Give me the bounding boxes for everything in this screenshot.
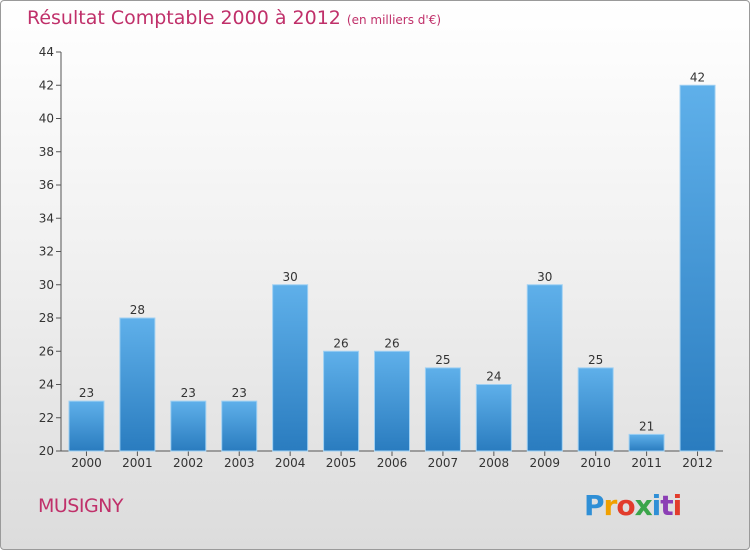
data-label-2001: 28 — [130, 303, 145, 317]
bar-2008 — [475, 384, 512, 452]
data-label-2002: 23 — [181, 386, 196, 400]
data-label-2003: 23 — [232, 386, 247, 400]
x-tick-label: 2003 — [224, 456, 255, 470]
chart-title-text: Résultat Comptable 2000 à 2012 — [27, 7, 341, 29]
commune-name: MUSIGNY — [38, 495, 124, 517]
x-tick-label: 2005 — [326, 456, 357, 470]
bar-2003 — [221, 400, 258, 452]
bar-2011 — [628, 433, 665, 452]
logo-letter: i — [672, 489, 683, 522]
bar-2001 — [119, 317, 156, 452]
data-label-2004: 30 — [283, 270, 298, 284]
data-label-2011: 21 — [639, 419, 654, 433]
logo-letter: t — [660, 489, 673, 522]
logo-letter: i — [651, 489, 662, 522]
chart-subtitle: (en milliers d'€) — [346, 13, 442, 27]
y-tick-label: 22 — [39, 411, 54, 425]
data-label-2009: 30 — [537, 270, 552, 284]
proxiti-logo: Proxiti — [584, 489, 683, 522]
y-tick-label: 24 — [39, 378, 54, 392]
data-label-2010: 25 — [588, 353, 603, 367]
x-tick-label: 2008 — [479, 456, 510, 470]
bar-2009 — [526, 284, 563, 452]
x-tick-label: 2011 — [631, 456, 662, 470]
bar-2005 — [323, 350, 360, 452]
x-tick-label: 2012 — [682, 456, 713, 470]
y-tick-label: 42 — [39, 78, 54, 92]
x-tick-label: 2010 — [580, 456, 611, 470]
data-label-2005: 26 — [333, 336, 348, 350]
data-label-2007: 25 — [435, 353, 450, 367]
bar-2010 — [577, 367, 614, 452]
x-tick-label: 2000 — [71, 456, 102, 470]
y-tick-label: 28 — [39, 311, 54, 325]
x-tick-label: 2009 — [529, 456, 560, 470]
logo-letter: x — [634, 489, 653, 522]
chart-data-labels: 23 28 23 23 30 26 26 25 24 30 25 21 42 — [79, 70, 705, 433]
data-label-2012: 42 — [690, 70, 705, 84]
bar-2004 — [272, 284, 309, 452]
bar-2002 — [170, 400, 207, 452]
data-label-2008: 24 — [486, 370, 501, 384]
x-tick-label: 2002 — [173, 456, 204, 470]
logo-letter: r — [603, 489, 618, 522]
bar-2006 — [374, 350, 410, 452]
logo-letter: o — [616, 489, 635, 522]
y-tick-label: 20 — [39, 444, 54, 458]
y-tick-label: 34 — [39, 211, 54, 225]
y-tick-label: 32 — [39, 245, 54, 259]
x-tick-label: 2006 — [377, 456, 408, 470]
bar-2012 — [679, 84, 716, 452]
y-tick-label: 38 — [39, 145, 54, 159]
y-tick-label: 36 — [39, 178, 54, 192]
x-tick-label: 2004 — [275, 456, 306, 470]
y-tick-label: 44 — [39, 45, 54, 59]
x-tick-label: 2001 — [122, 456, 153, 470]
x-tick-label: 2007 — [428, 456, 459, 470]
bar-2007 — [424, 367, 461, 452]
y-tick-label: 40 — [39, 112, 54, 126]
y-tick-label: 26 — [39, 344, 54, 358]
bar-2000 — [68, 400, 105, 452]
data-label-2006: 26 — [384, 336, 399, 350]
logo-letter: P — [584, 489, 605, 522]
chart-title: Résultat Comptable 2000 à 2012 (en millie… — [27, 7, 441, 29]
y-tick-label: 30 — [39, 278, 54, 292]
chart-bars — [68, 84, 716, 452]
data-label-2000: 23 — [79, 386, 94, 400]
